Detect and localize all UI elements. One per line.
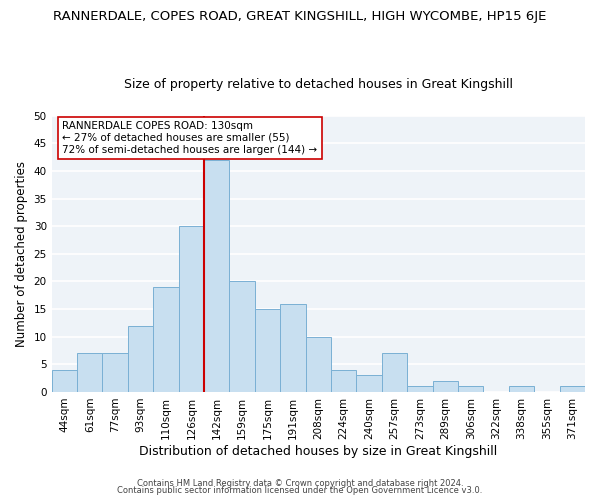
Bar [52,370,77,392]
Bar [153,287,179,392]
Bar [229,282,255,392]
Bar [179,226,204,392]
Bar [356,376,382,392]
Bar [331,370,356,392]
X-axis label: Distribution of detached houses by size in Great Kingshill: Distribution of detached houses by size … [139,444,497,458]
Bar [305,336,331,392]
Bar [433,381,458,392]
Bar [77,354,103,392]
Bar [407,386,433,392]
Title: Size of property relative to detached houses in Great Kingshill: Size of property relative to detached ho… [124,78,513,91]
Bar [255,309,280,392]
Bar [103,354,128,392]
Text: Contains public sector information licensed under the Open Government Licence v3: Contains public sector information licen… [118,486,482,495]
Bar [204,160,229,392]
Bar [560,386,585,392]
Bar [382,354,407,392]
Text: RANNERDALE COPES ROAD: 130sqm
← 27% of detached houses are smaller (55)
72% of s: RANNERDALE COPES ROAD: 130sqm ← 27% of d… [62,122,317,154]
Bar [128,326,153,392]
Text: RANNERDALE, COPES ROAD, GREAT KINGSHILL, HIGH WYCOMBE, HP15 6JE: RANNERDALE, COPES ROAD, GREAT KINGSHILL,… [53,10,547,23]
Bar [458,386,484,392]
Bar [280,304,305,392]
Y-axis label: Number of detached properties: Number of detached properties [15,161,28,347]
Text: Contains HM Land Registry data © Crown copyright and database right 2024.: Contains HM Land Registry data © Crown c… [137,478,463,488]
Bar [509,386,534,392]
